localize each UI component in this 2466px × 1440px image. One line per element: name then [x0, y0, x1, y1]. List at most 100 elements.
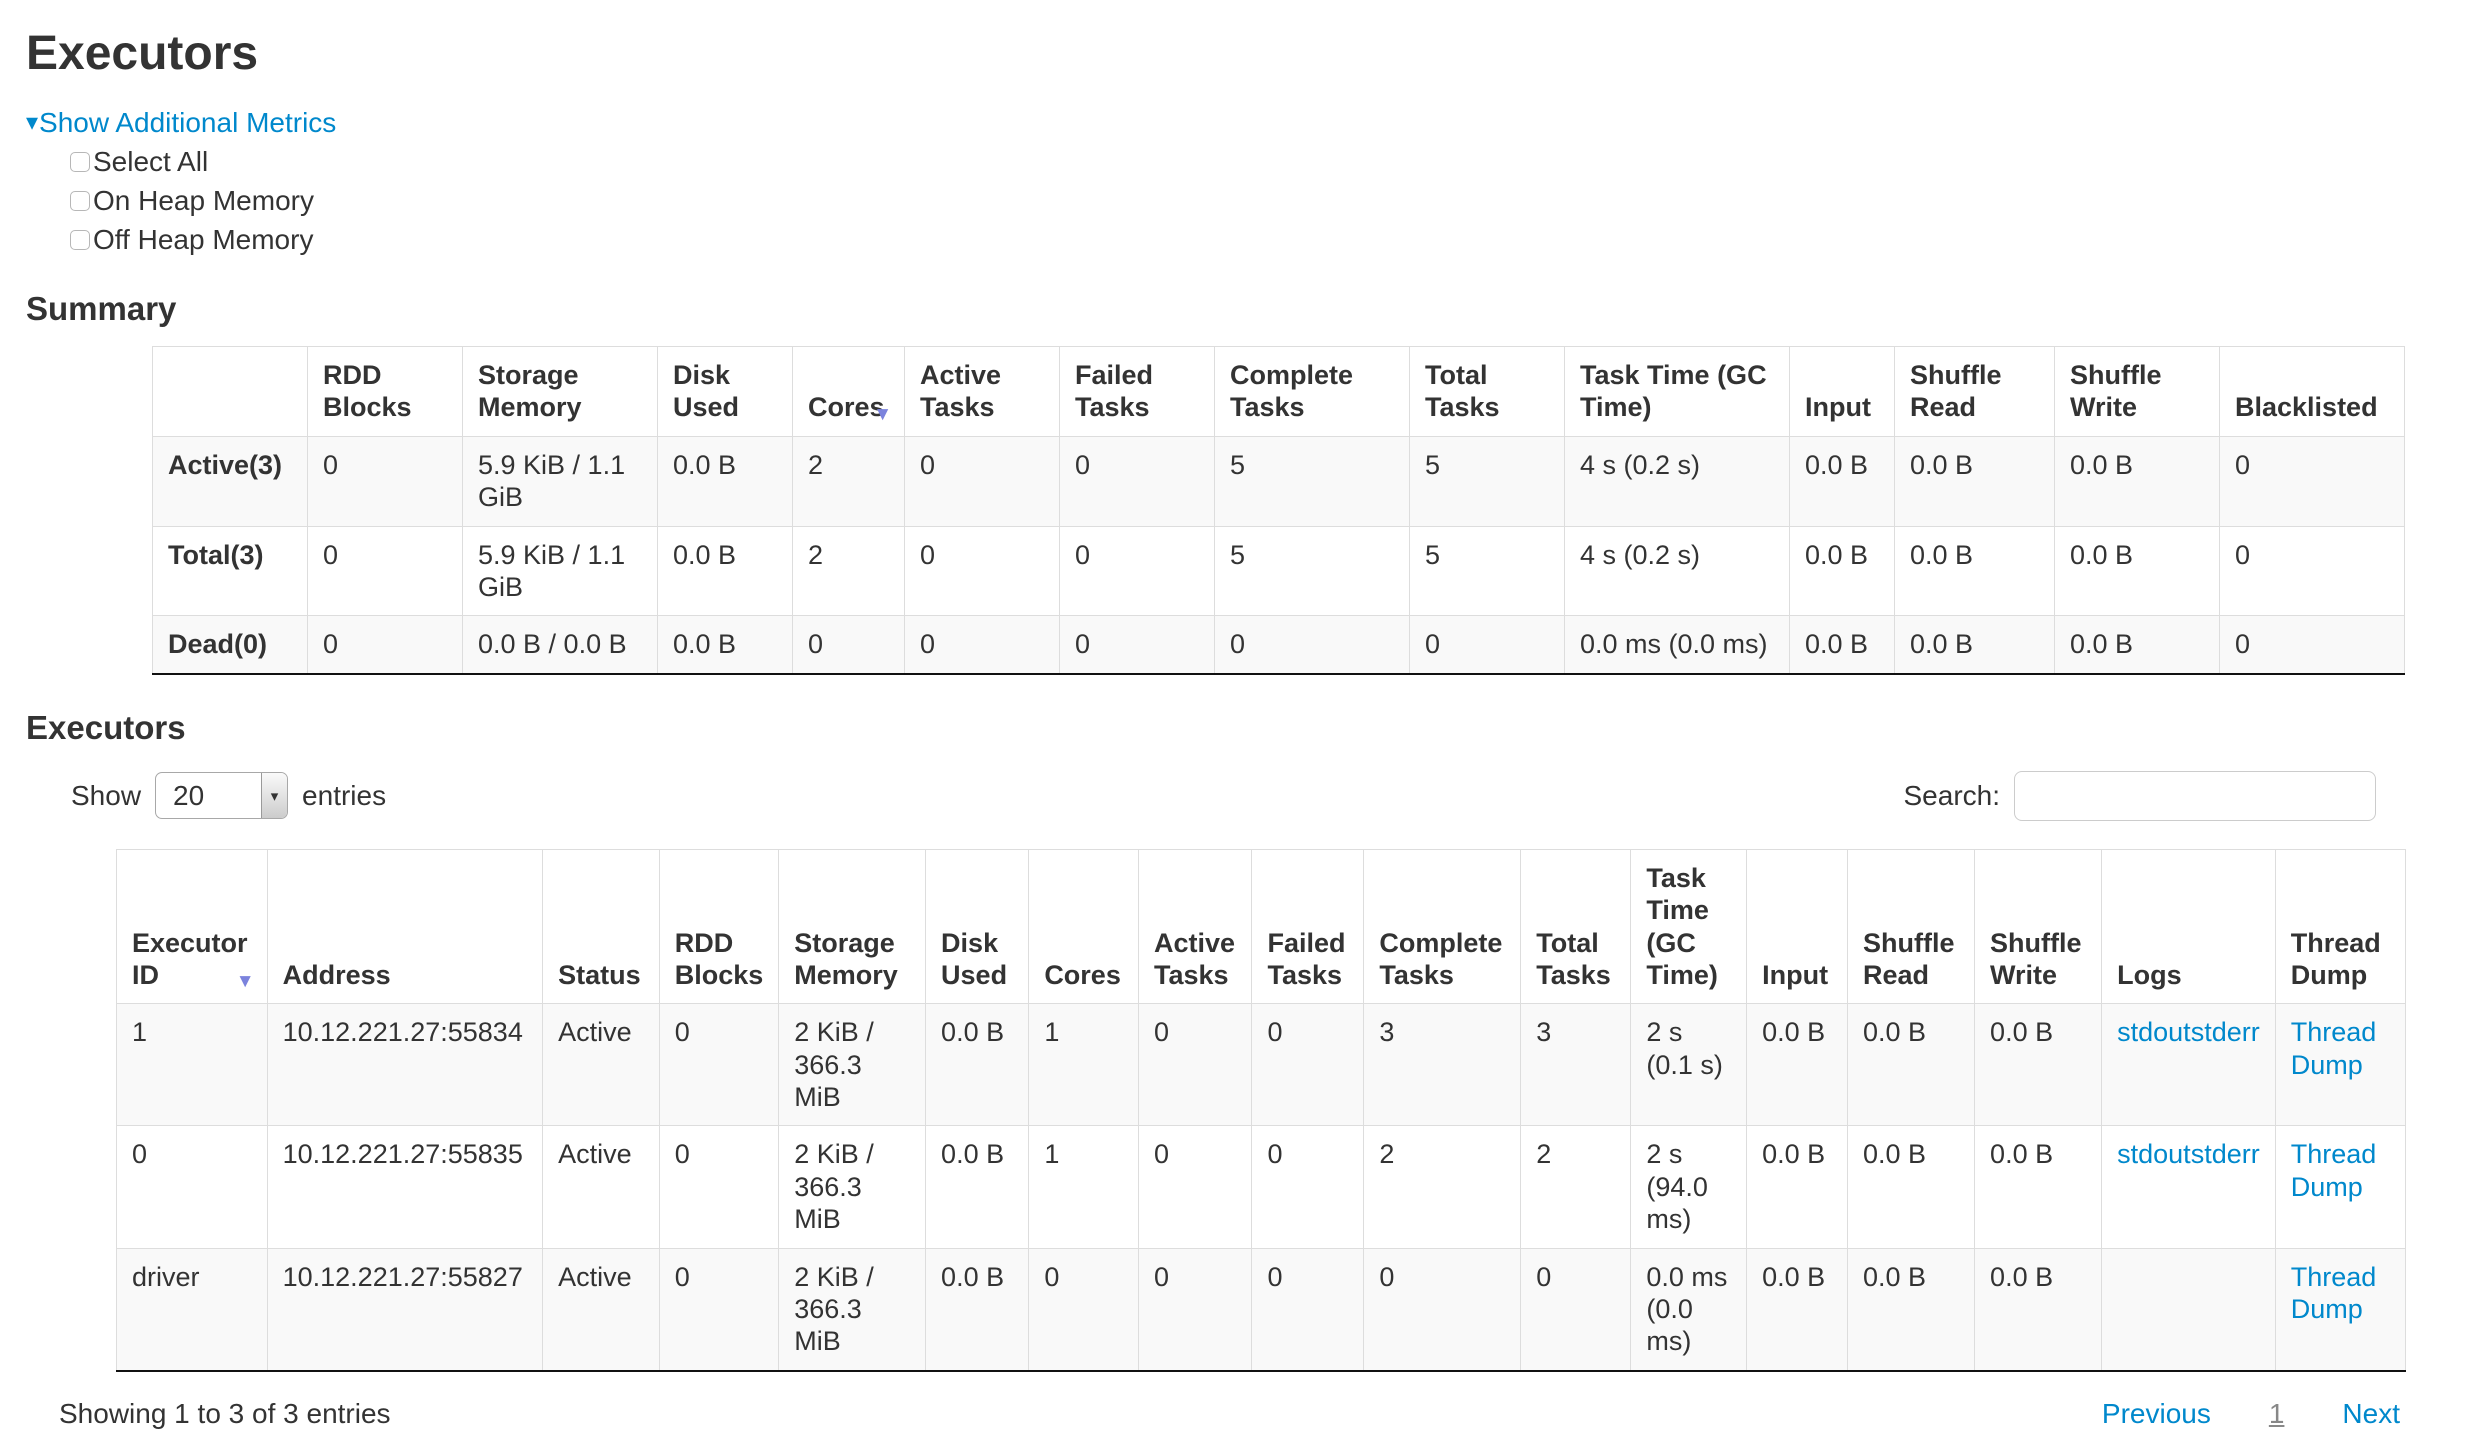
- executor-cell-cores: 1: [1028, 1003, 1139, 1127]
- executor-cell-executor-id: 0: [116, 1125, 268, 1249]
- executors-col-logs[interactable]: Logs: [2101, 848, 2276, 1005]
- show-additional-metrics-link[interactable]: Show Additional Metrics: [39, 107, 337, 138]
- summary-col-blacklisted[interactable]: Blacklisted: [2219, 346, 2405, 437]
- summary-cell: 0.0 B: [2054, 525, 2220, 617]
- summary-cell: 5.9 KiB / 1.1 GiB: [462, 435, 658, 527]
- stdout-log-link[interactable]: stdout: [2117, 1139, 2191, 1170]
- executors-col-thread-dump[interactable]: Thread Dump: [2274, 848, 2407, 1005]
- previous-page-link[interactable]: Previous: [2101, 1397, 2211, 1429]
- search-input[interactable]: [2014, 770, 2376, 821]
- executor-cell-address: 10.12.221.27:55827: [266, 1247, 544, 1372]
- executor-cell-status: Active: [542, 1125, 660, 1249]
- show-additional-metrics[interactable]: ▾ Show Additional Metrics: [26, 107, 2436, 139]
- summary-col-complete-tasks[interactable]: Complete Tasks: [1214, 346, 1410, 437]
- select-dropdown-arrow-icon[interactable]: ▾: [261, 773, 288, 819]
- executor-cell-total-tasks: 0: [1520, 1247, 1632, 1372]
- executors-col-cores[interactable]: Cores: [1028, 848, 1139, 1005]
- search-control: Search:: [1904, 770, 2376, 821]
- executors-col-shuffle-read[interactable]: Shuffle Read: [1846, 848, 1976, 1005]
- executors-col-disk-used[interactable]: Disk Used: [925, 848, 1030, 1005]
- executor-cell-shuffle-write: 0.0 B: [1974, 1003, 2103, 1127]
- executors-col-address[interactable]: Address: [266, 848, 544, 1005]
- sort-desc-icon: ▼: [235, 971, 255, 993]
- executors-col-status[interactable]: Status: [542, 848, 660, 1005]
- executor-cell-rdd-blocks: 0: [658, 1125, 780, 1249]
- stderr-log-link[interactable]: stderr: [2190, 1017, 2260, 1048]
- executor-cell-shuffle-write: 0.0 B: [1974, 1247, 2103, 1372]
- executors-col-total-tasks[interactable]: Total Tasks: [1520, 848, 1632, 1005]
- executor-cell-thread-dump: Thread Dump: [2274, 1003, 2407, 1127]
- thread-dump-link[interactable]: Thread Dump: [2290, 1139, 2377, 1202]
- summary-cell: 0: [904, 615, 1060, 675]
- executors-col-active-tasks[interactable]: Active Tasks: [1137, 848, 1253, 1005]
- summary-col-total-tasks[interactable]: Total Tasks: [1409, 346, 1565, 437]
- summary-cell: 0.0 B: [1789, 525, 1895, 617]
- checkbox-off-heap-memory[interactable]: [70, 230, 90, 250]
- executor-cell-total-tasks: 2: [1520, 1125, 1632, 1249]
- entries-label: entries: [302, 779, 387, 811]
- sort-desc-icon: ▼: [873, 403, 892, 425]
- summary-cell: 0: [307, 435, 463, 527]
- executors-heading: Executors: [26, 708, 186, 746]
- executor-cell-thread-dump: Thread Dump: [2274, 1125, 2407, 1249]
- thread-dump-link[interactable]: Thread Dump: [2290, 1261, 2377, 1325]
- thread-dump-link[interactable]: Thread Dump: [2290, 1017, 2377, 1080]
- executors-col-input[interactable]: Input: [1746, 848, 1848, 1005]
- summary-col-input[interactable]: Input: [1789, 346, 1895, 437]
- executors-col-complete-tasks[interactable]: Complete Tasks: [1363, 848, 1522, 1005]
- summary-col-active-tasks[interactable]: Active Tasks: [904, 346, 1060, 437]
- summary-col-failed-tasks[interactable]: Failed Tasks: [1059, 346, 1215, 437]
- executor-cell-task-time: 2 s (94.0 ms): [1630, 1125, 1748, 1249]
- executors-table: Executor ID ▼ Address Status RDD Blocks Stora…: [116, 848, 2407, 1372]
- executor-cell-input: 0.0 B: [1746, 1247, 1848, 1372]
- executors-col-failed-tasks[interactable]: Failed Tasks: [1251, 848, 1365, 1005]
- datatable-footer: Showing 1 to 3 of 3 entries Previous 1 N…: [59, 1397, 2406, 1430]
- executors-col-storage-memory[interactable]: Storage Memory: [778, 848, 927, 1005]
- executors-col-shuffle-write[interactable]: Shuffle Write: [1974, 848, 2103, 1005]
- summary-row-label: Active(3): [152, 435, 308, 527]
- executors-col-rdd-blocks[interactable]: RDD Blocks: [658, 848, 780, 1005]
- summary-col-cores[interactable]: Cores ▼: [792, 346, 905, 437]
- executor-cell-executor-id: 1: [116, 1003, 268, 1127]
- summary-col-storage-memory[interactable]: Storage Memory: [462, 346, 658, 437]
- executor-cell-active-tasks: 0: [1137, 1247, 1253, 1372]
- executors-col-executor-id[interactable]: Executor ID ▼: [116, 848, 268, 1005]
- metric-checkbox-item-off-heap-memory: Off Heap Memory: [70, 224, 2436, 256]
- summary-cell: 0.0 B: [1789, 435, 1895, 527]
- summary-table: RDD Blocks Storage Memory Disk Used Cores ▼ A…: [152, 346, 2405, 675]
- summary-col-rdd-blocks[interactable]: RDD Blocks: [307, 346, 463, 437]
- caret-down-icon: ▾: [26, 109, 39, 136]
- stderr-log-link[interactable]: stderr: [2190, 1139, 2260, 1170]
- summary-cell: 5: [1409, 435, 1565, 527]
- executor-cell-address: 10.12.221.27:55835: [266, 1125, 544, 1249]
- checkbox-select-all[interactable]: [70, 152, 90, 172]
- checkbox-on-heap-memory[interactable]: [70, 191, 90, 211]
- summary-col-shuffle-read[interactable]: Shuffle Read: [1894, 346, 2055, 437]
- next-page-link[interactable]: Next: [2342, 1397, 2400, 1429]
- executor-cell-status: Active: [542, 1003, 660, 1127]
- summary-cell: 0.0 B: [657, 525, 793, 617]
- entries-select[interactable]: 20 ▾: [155, 772, 289, 820]
- executor-cell-input: 0.0 B: [1746, 1125, 1848, 1249]
- executor-cell-task-time: 2 s (0.1 s): [1630, 1003, 1748, 1127]
- checkbox-label-off-heap-memory: Off Heap Memory: [93, 224, 314, 255]
- executor-cell-status: Active: [542, 1247, 660, 1372]
- executors-col-task-time-gc-time[interactable]: Task Time (GC Time): [1630, 848, 1748, 1005]
- stdout-log-link[interactable]: stdout: [2117, 1017, 2191, 1048]
- summary-col-blank[interactable]: [152, 346, 308, 437]
- summary-col-disk-used[interactable]: Disk Used: [657, 346, 793, 437]
- executors-header-row: Executor ID ▼ Address Status RDD Blocks Stora…: [116, 848, 2407, 1005]
- summary-col-shuffle-write[interactable]: Shuffle Write: [2054, 346, 2220, 437]
- executor-cell-task-time: 0.0 ms (0.0 ms): [1630, 1247, 1748, 1372]
- showing-entries-text: Showing 1 to 3 of 3 entries: [59, 1397, 391, 1429]
- executors-datatable: Show 20 ▾ entries Search: Executor ID ▼ Ad…: [59, 770, 2407, 1430]
- executor-cell-executor-id: driver: [116, 1247, 268, 1372]
- executor-cell-failed-tasks: 0: [1251, 1003, 1365, 1127]
- page-number-link[interactable]: 1: [2268, 1397, 2285, 1429]
- summary-cell: 0: [307, 525, 463, 617]
- executor-cell-disk-used: 0.0 B: [925, 1003, 1030, 1127]
- summary-cell: 0.0 B: [2054, 435, 2220, 527]
- summary-cell: 0: [904, 435, 1060, 527]
- summary-col-task-time-gc-time[interactable]: Task Time (GC Time): [1564, 346, 1790, 437]
